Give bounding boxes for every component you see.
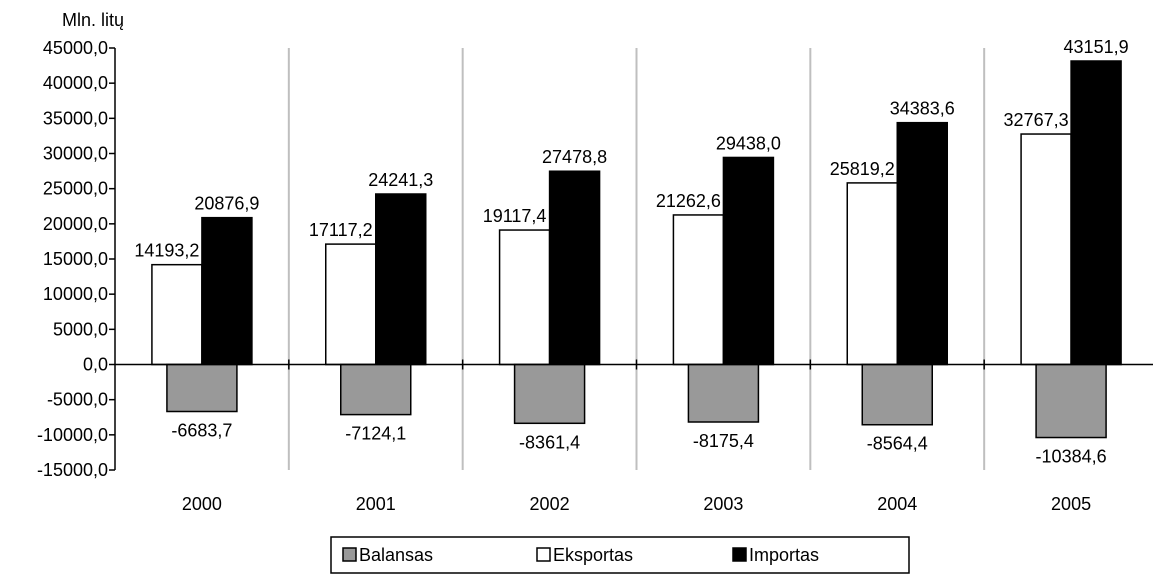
legend-swatch-balansas: [342, 547, 357, 562]
y-tick-label: -15000,0: [37, 460, 108, 480]
data-label-balansas: -8175,4: [693, 431, 754, 451]
data-label-eksportas: 32767,3: [1004, 110, 1069, 130]
data-label-eksportas: 14193,2: [134, 241, 199, 261]
bar-eksportas: [325, 243, 377, 366]
legend-label-balansas: Balansas: [359, 545, 433, 565]
bar-balansas: [166, 363, 238, 413]
y-tick-label: 0,0: [83, 355, 108, 375]
x-tick-label: 2005: [1051, 494, 1091, 514]
bars-group: [151, 60, 1122, 439]
data-label-eksportas: 21262,6: [656, 191, 721, 211]
legend-swatch-importas: [732, 547, 747, 562]
y-tick-label: -5000,0: [47, 390, 108, 410]
x-tick-label: 2002: [530, 494, 570, 514]
bar-eksportas: [672, 214, 725, 366]
x-tick-label: 2004: [877, 494, 917, 514]
data-label-balansas: -7124,1: [345, 424, 406, 444]
data-label-eksportas: 25819,2: [830, 159, 895, 179]
bar-eksportas: [151, 263, 203, 366]
y-tick-label: 45000,0: [43, 38, 108, 58]
data-label-balansas: -10384,6: [1036, 447, 1107, 467]
x-tick-label: 2000: [182, 494, 222, 514]
data-label-importas: 29438,0: [716, 133, 781, 153]
bar-balansas: [340, 363, 412, 416]
bar-importas: [548, 170, 601, 366]
bar-importas: [896, 121, 948, 366]
bar-balansas: [861, 363, 933, 426]
y-tick-label: 5000,0: [53, 319, 108, 339]
axes-group: [109, 47, 1153, 471]
bar-eksportas: [846, 182, 898, 366]
y-tick-label: 30000,0: [43, 144, 108, 164]
legend-label-importas: Importas: [749, 545, 819, 565]
data-label-balansas: -8361,4: [519, 432, 580, 452]
bar-balansas: [513, 363, 586, 425]
data-label-eksportas: 17117,2: [309, 220, 373, 240]
grid-lines: [287, 48, 986, 470]
y-tick-label: 40000,0: [43, 73, 108, 93]
y-tick-label: 20000,0: [43, 214, 108, 234]
legend-box: [330, 536, 910, 574]
bar-eksportas: [1020, 133, 1072, 366]
bar-importas: [201, 216, 253, 366]
data-label-balansas: -8564,4: [867, 434, 928, 454]
data-label-importas: 34383,6: [890, 99, 955, 119]
bar-balansas: [687, 363, 760, 423]
legend-label-eksportas: Eksportas: [553, 545, 633, 565]
legend-swatch-eksportas: [536, 547, 551, 562]
x-tick-label: 2001: [356, 494, 396, 514]
y-tick-label: 35000,0: [43, 108, 108, 128]
data-label-importas: 27478,8: [542, 147, 607, 167]
y-axis-title: Mln. litų: [62, 10, 124, 30]
y-tick-label: 25000,0: [43, 179, 108, 199]
data-label-eksportas: 19117,4: [483, 206, 547, 226]
x-tick-labels: 2000 2001 2002 2003 2004 2005: [182, 494, 1091, 514]
data-labels: 14193,2 20876,9 -6683,7 17117,2 24241,3 -7124…: [134, 37, 1128, 467]
data-label-balansas: -6683,7: [171, 421, 232, 441]
y-tick-label: -10000,0: [37, 425, 108, 445]
data-label-importas: 20876,9: [194, 194, 259, 214]
data-label-importas: 24241,3: [368, 170, 433, 190]
bar-importas: [1070, 60, 1122, 366]
y-tick-labels: 45000,0 40000,0 35000,0 30000,0 25000,0 20000…: [37, 38, 108, 480]
bar-balansas: [1035, 363, 1107, 439]
x-tick-label: 2003: [703, 494, 743, 514]
bar-importas: [722, 156, 775, 366]
y-tick-label: 15000,0: [43, 249, 108, 269]
legend: Balansas Eksportas Importas: [330, 536, 910, 574]
bar-importas: [375, 193, 427, 366]
data-label-importas: 43151,9: [1064, 37, 1129, 57]
bar-eksportas: [498, 229, 551, 366]
y-tick-label: 10000,0: [43, 284, 108, 304]
